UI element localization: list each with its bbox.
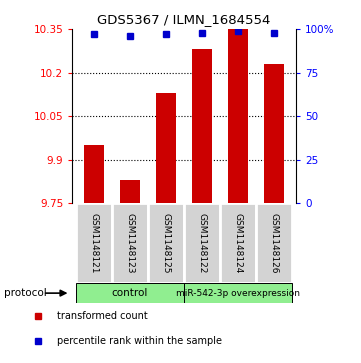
Bar: [192, 49, 212, 203]
Text: GSM1148121: GSM1148121: [90, 213, 98, 273]
Bar: [229, 29, 248, 203]
Bar: [265, 64, 284, 203]
Title: GDS5367 / ILMN_1684554: GDS5367 / ILMN_1684554: [97, 13, 271, 26]
Bar: [120, 180, 140, 203]
Text: GSM1148123: GSM1148123: [126, 213, 134, 273]
Bar: [220, 203, 256, 283]
Text: GSM1148122: GSM1148122: [198, 213, 206, 273]
Bar: [76, 203, 112, 283]
Text: control: control: [112, 288, 148, 298]
Bar: [148, 203, 184, 283]
Bar: [184, 203, 220, 283]
Text: protocol: protocol: [4, 288, 46, 298]
Bar: [76, 283, 184, 303]
Text: GSM1148125: GSM1148125: [162, 213, 170, 273]
Bar: [184, 283, 292, 303]
Bar: [256, 203, 292, 283]
Text: miR-542-3p overexpression: miR-542-3p overexpression: [176, 289, 300, 298]
Text: GSM1148124: GSM1148124: [234, 213, 243, 273]
Text: GSM1148126: GSM1148126: [270, 213, 279, 273]
Bar: [112, 203, 148, 283]
Text: percentile rank within the sample: percentile rank within the sample: [57, 336, 222, 346]
Bar: [156, 93, 176, 203]
Bar: [84, 145, 104, 203]
Text: transformed count: transformed count: [57, 311, 148, 321]
